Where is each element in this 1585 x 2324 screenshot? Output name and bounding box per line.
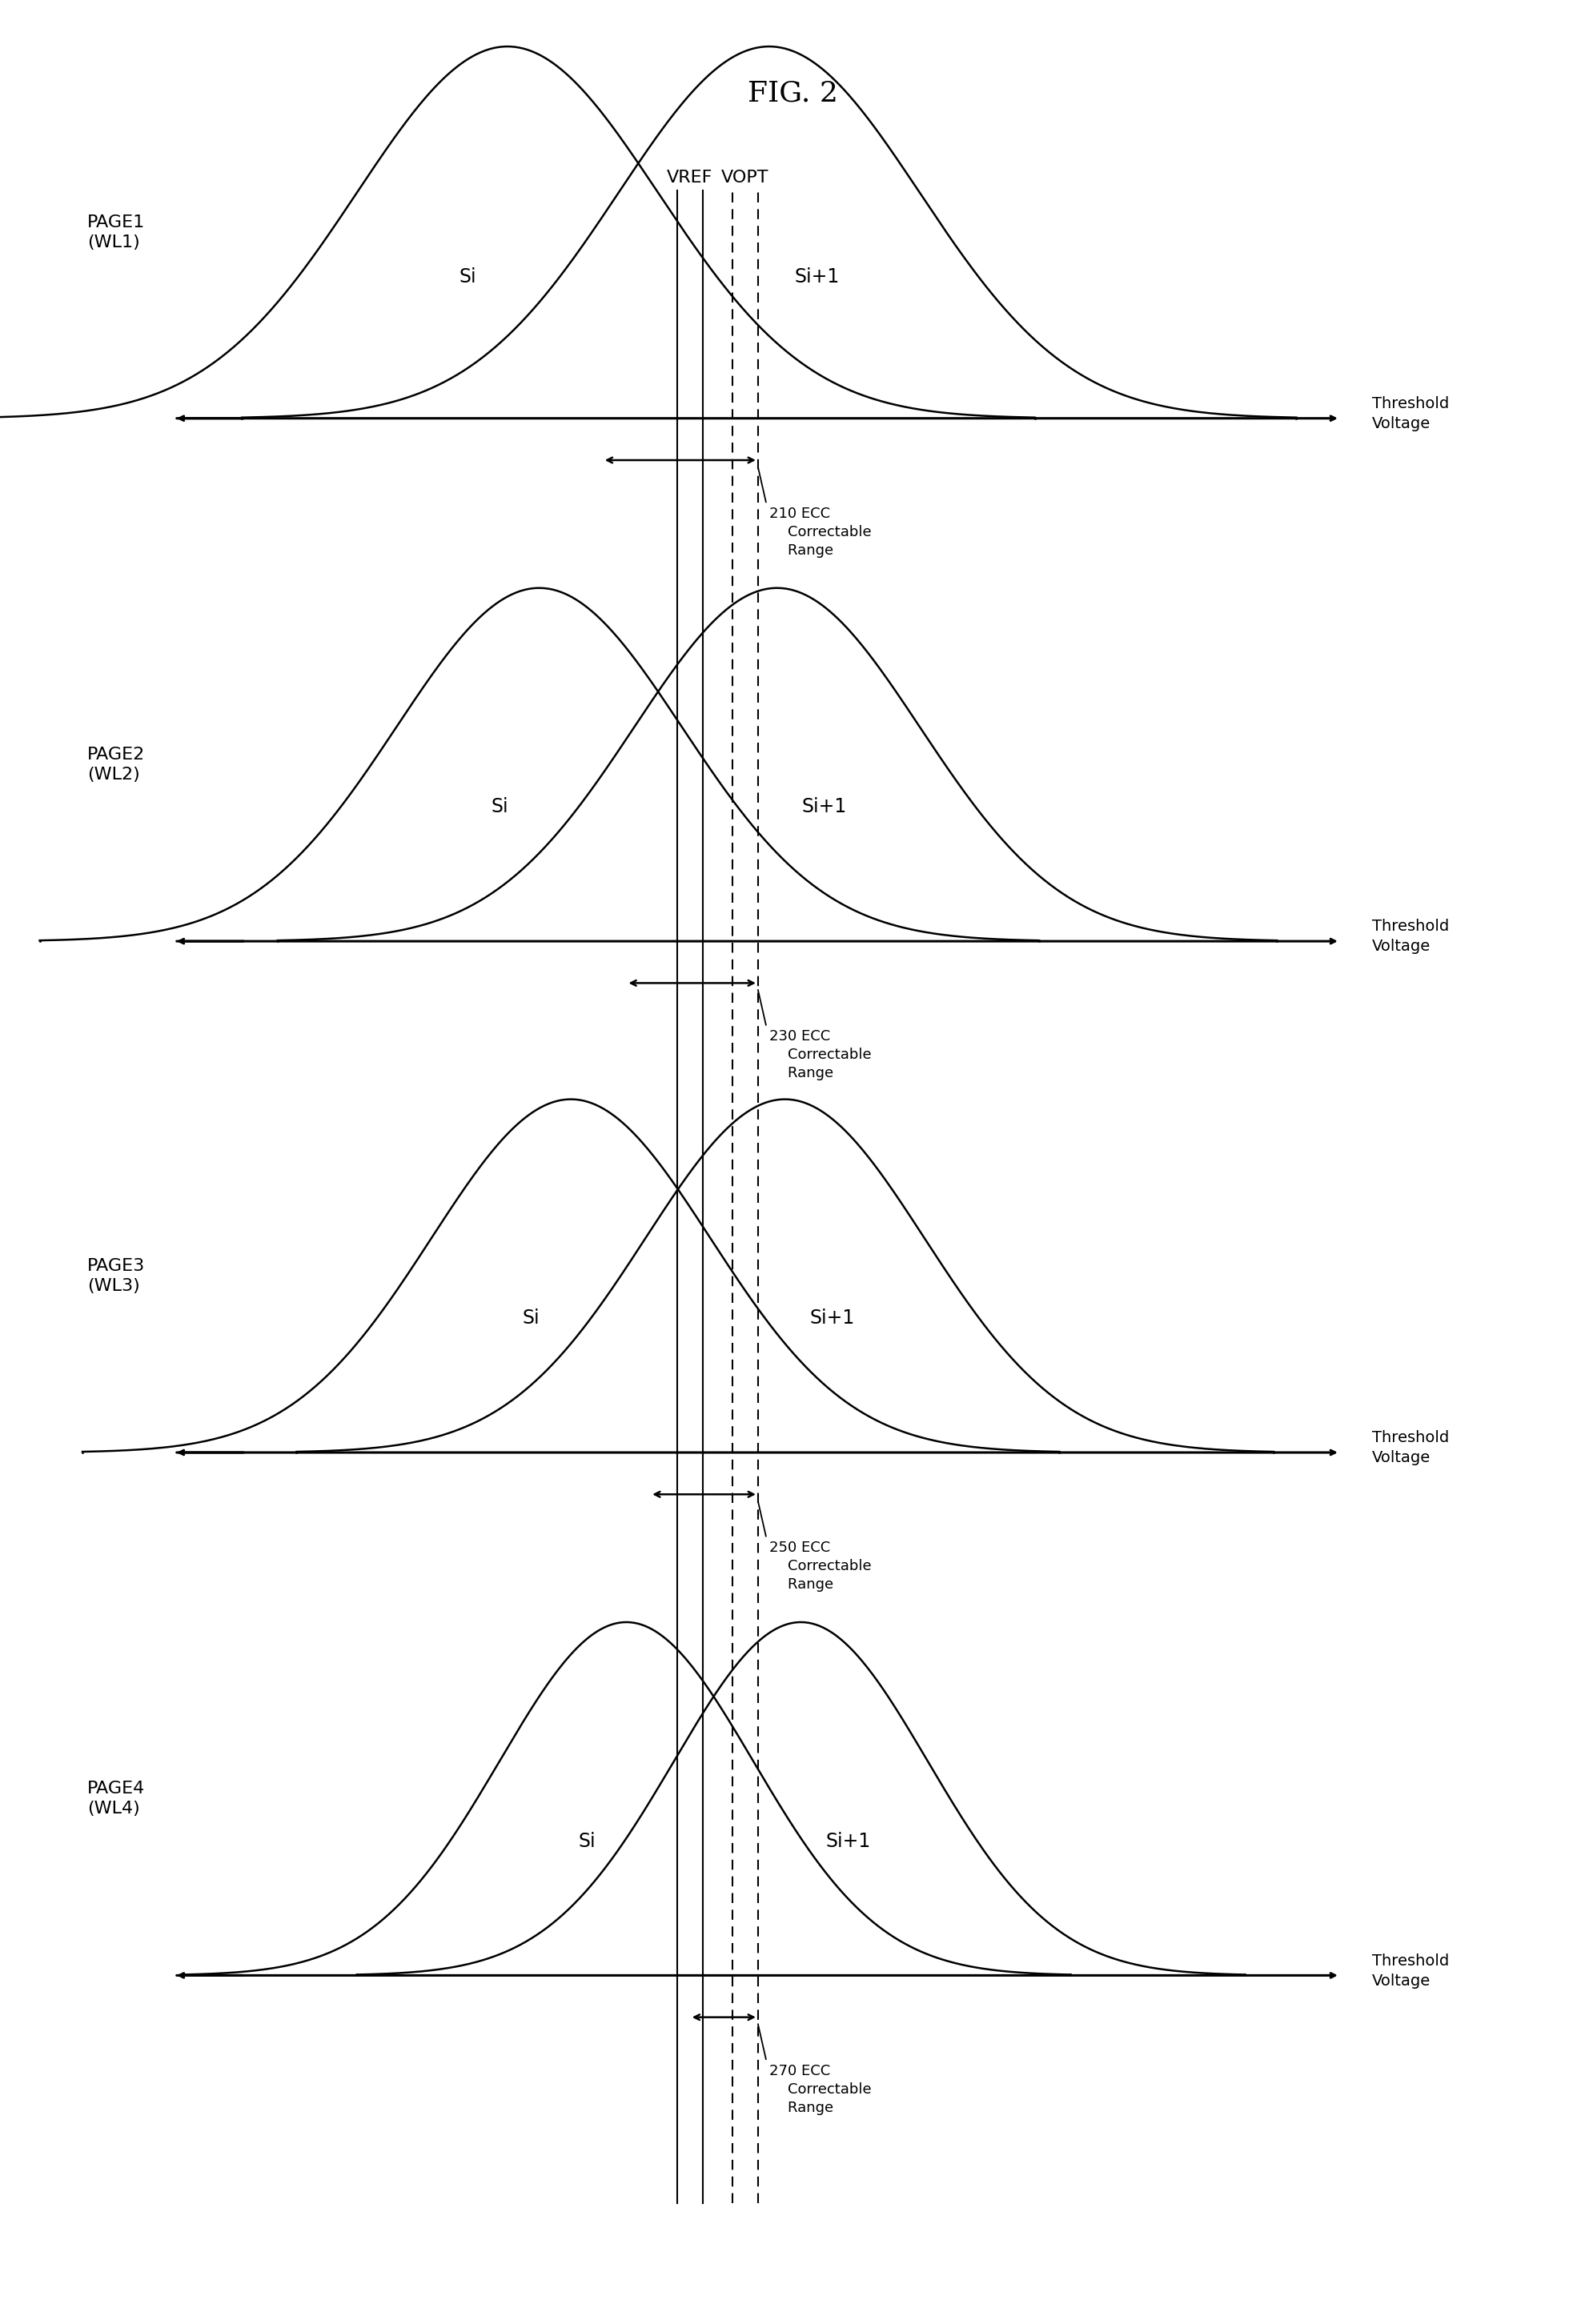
Text: Threshold
Voltage: Threshold Voltage: [1371, 918, 1449, 955]
Text: VREF: VREF: [667, 170, 712, 186]
Text: FIG. 2: FIG. 2: [748, 79, 837, 107]
Text: 230 ECC
    Correctable
    Range: 230 ECC Correctable Range: [769, 1030, 870, 1081]
Text: VOPT: VOPT: [721, 170, 769, 186]
Text: Si: Si: [460, 267, 476, 286]
Text: Si+1: Si+1: [810, 1308, 854, 1327]
Text: PAGE1
(WL1): PAGE1 (WL1): [87, 214, 144, 251]
Text: 250 ECC
    Correctable
    Range: 250 ECC Correctable Range: [769, 1541, 870, 1592]
Text: Si+1: Si+1: [826, 1831, 870, 1850]
Text: PAGE3
(WL3): PAGE3 (WL3): [87, 1257, 144, 1294]
Text: PAGE4
(WL4): PAGE4 (WL4): [87, 1780, 144, 1817]
Text: Si+1: Si+1: [802, 797, 846, 816]
Text: Threshold
Voltage: Threshold Voltage: [1371, 1429, 1449, 1466]
Text: Si: Si: [491, 797, 507, 816]
Text: Si: Si: [523, 1308, 539, 1327]
Text: Threshold
Voltage: Threshold Voltage: [1371, 1952, 1449, 1989]
Text: Si: Si: [579, 1831, 594, 1850]
Text: PAGE2
(WL2): PAGE2 (WL2): [87, 746, 144, 783]
Text: 210 ECC
    Correctable
    Range: 210 ECC Correctable Range: [769, 507, 870, 558]
Text: 270 ECC
    Correctable
    Range: 270 ECC Correctable Range: [769, 2064, 870, 2115]
Text: Threshold
Voltage: Threshold Voltage: [1371, 395, 1449, 432]
Text: Si+1: Si+1: [794, 267, 838, 286]
